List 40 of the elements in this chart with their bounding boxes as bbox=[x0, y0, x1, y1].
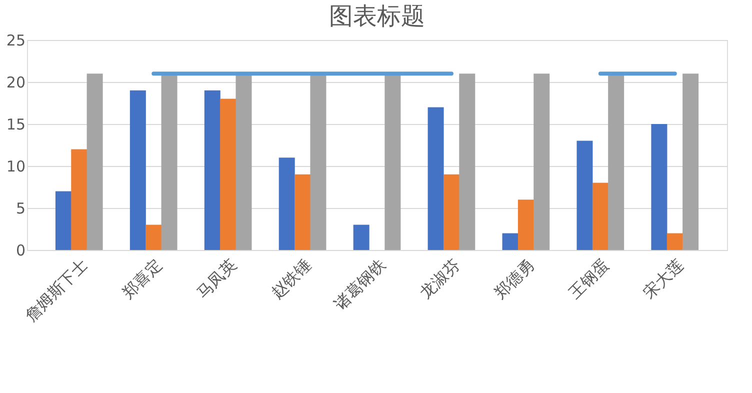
x-tick-label: 郑德勇 bbox=[490, 255, 538, 302]
bar bbox=[651, 124, 668, 250]
x-tick-label: 郑喜定 bbox=[118, 255, 166, 302]
x-tick-label: 赵铁锤 bbox=[267, 255, 315, 302]
bar bbox=[236, 74, 252, 250]
x-tick-label: 诸葛钢铁 bbox=[330, 255, 390, 314]
bar bbox=[576, 140, 593, 250]
x-tick-label: 龙淑芬 bbox=[416, 255, 464, 302]
x-tick-label: 马凤英 bbox=[192, 255, 240, 302]
bar bbox=[220, 98, 236, 250]
bar bbox=[384, 74, 401, 250]
y-tick-label: 15 bbox=[6, 116, 26, 134]
bar bbox=[682, 74, 699, 250]
bar bbox=[666, 233, 683, 250]
bar bbox=[71, 149, 88, 250]
x-tick-label: 王钢蛋 bbox=[565, 255, 612, 302]
bar bbox=[608, 74, 624, 250]
y-tick-label: 5 bbox=[16, 200, 26, 218]
bar bbox=[459, 74, 476, 250]
bar bbox=[161, 74, 178, 250]
bar bbox=[534, 74, 550, 250]
bar bbox=[428, 107, 444, 250]
bar bbox=[502, 233, 518, 250]
y-tick-label: 25 bbox=[6, 32, 26, 50]
bar bbox=[443, 174, 460, 250]
y-tick-label: 10 bbox=[6, 158, 26, 176]
y-tick-label: 20 bbox=[6, 74, 26, 92]
bar bbox=[294, 174, 311, 250]
bar bbox=[310, 74, 326, 250]
bar bbox=[86, 74, 103, 250]
bar bbox=[130, 90, 146, 250]
bar bbox=[55, 191, 72, 250]
x-tick-label: 宋大莲 bbox=[640, 255, 687, 302]
bar bbox=[204, 90, 220, 250]
bar bbox=[353, 224, 370, 250]
bar bbox=[592, 182, 608, 250]
chart-title: 图表标题 bbox=[329, 2, 425, 30]
bar bbox=[518, 200, 534, 250]
bar bbox=[278, 158, 295, 250]
bar bbox=[146, 224, 162, 250]
